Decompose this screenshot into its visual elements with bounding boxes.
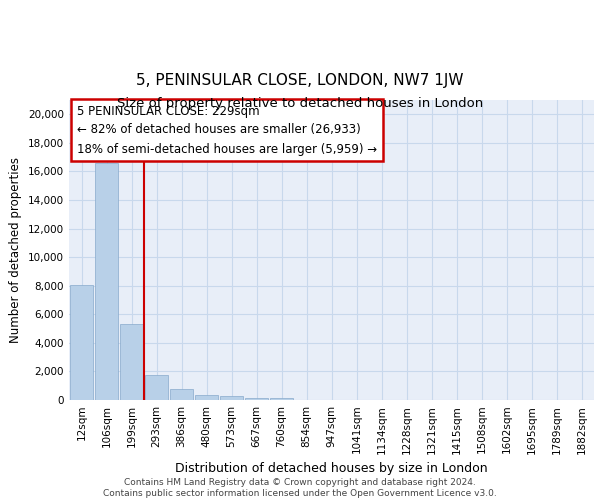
Bar: [70, 285, 93, 400]
Bar: [195, 395, 218, 400]
X-axis label: Distribution of detached houses by size in London: Distribution of detached houses by size …: [175, 462, 488, 475]
Bar: [120, 324, 143, 400]
Text: Size of property relative to detached houses in London: Size of property relative to detached ho…: [117, 98, 483, 110]
Y-axis label: Number of detached properties: Number of detached properties: [10, 157, 22, 343]
Bar: [95, 163, 118, 400]
Bar: [270, 398, 293, 400]
Bar: [170, 388, 193, 400]
Text: 5, PENINSULAR CLOSE, LONDON, NW7 1JW: 5, PENINSULAR CLOSE, LONDON, NW7 1JW: [136, 72, 464, 88]
Bar: [245, 398, 268, 400]
Text: Contains HM Land Registry data © Crown copyright and database right 2024.
Contai: Contains HM Land Registry data © Crown c…: [103, 478, 497, 498]
Bar: [145, 375, 168, 400]
Text: 5 PENINSULAR CLOSE: 229sqm
← 82% of detached houses are smaller (26,933)
18% of : 5 PENINSULAR CLOSE: 229sqm ← 82% of deta…: [77, 104, 377, 156]
Bar: [220, 396, 243, 400]
